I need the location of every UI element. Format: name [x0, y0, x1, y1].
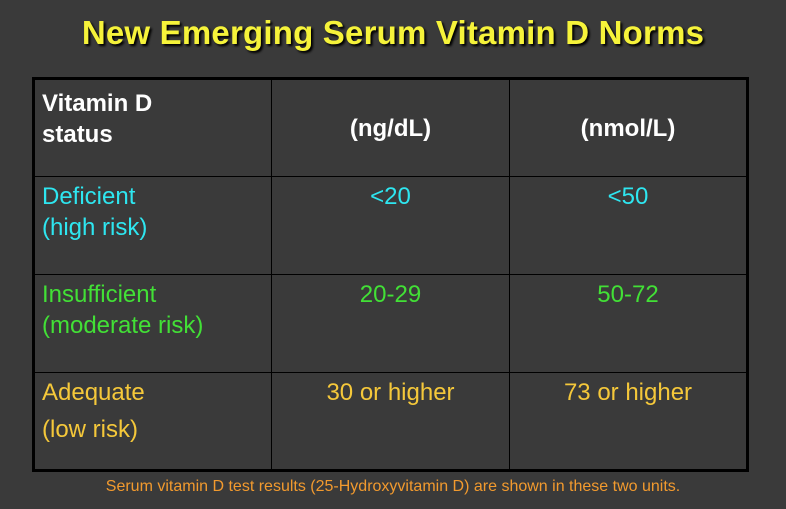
vitamin-d-norms-table: Vitamin D status (ng/dL) (nmol/L) Defici…: [32, 77, 749, 472]
table-row-adequate: Adequate (low risk) 30 or higher 73 or h…: [33, 372, 748, 471]
value-ng-dl: 30 or higher: [271, 372, 510, 471]
risk-label: (moderate risk): [42, 312, 204, 339]
status-label-cell: Adequate (low risk): [33, 372, 272, 471]
table-header-row: Vitamin D status (ng/dL) (nmol/L): [33, 78, 748, 177]
status-label: Deficient: [42, 183, 136, 210]
header-nmol-l: (nmol/L): [509, 78, 748, 177]
status-label-cell: Insufficient (moderate risk): [33, 274, 272, 373]
value-nmol-l: 73 or higher: [509, 372, 748, 471]
header-status-line2: status: [42, 121, 113, 148]
status-label-cell: Deficient (high risk): [33, 176, 272, 275]
status-label: Insufficient: [42, 281, 157, 308]
risk-label: (low risk): [42, 416, 138, 443]
slide-title: New Emerging Serum Vitamin D Norms: [81, 14, 705, 51]
footnote: Serum vitamin D test results (25-Hydroxy…: [105, 478, 681, 495]
value-ng-dl: 20-29: [271, 274, 510, 373]
table-row-insufficient: Insufficient (moderate risk) 20-29 50-72: [33, 274, 748, 373]
header-status-line1: Vitamin D: [42, 90, 153, 117]
value-nmol-l: <50: [509, 176, 748, 275]
header-status-cell: Vitamin D status: [33, 78, 272, 177]
value-ng-dl: <20: [271, 176, 510, 275]
table-row-deficient: Deficient (high risk) <20 <50: [33, 176, 748, 275]
risk-label: (high risk): [42, 214, 148, 241]
value-nmol-l: 50-72: [509, 274, 748, 373]
header-ng-dl: (ng/dL): [271, 78, 510, 177]
status-label: Adequate: [42, 379, 145, 406]
